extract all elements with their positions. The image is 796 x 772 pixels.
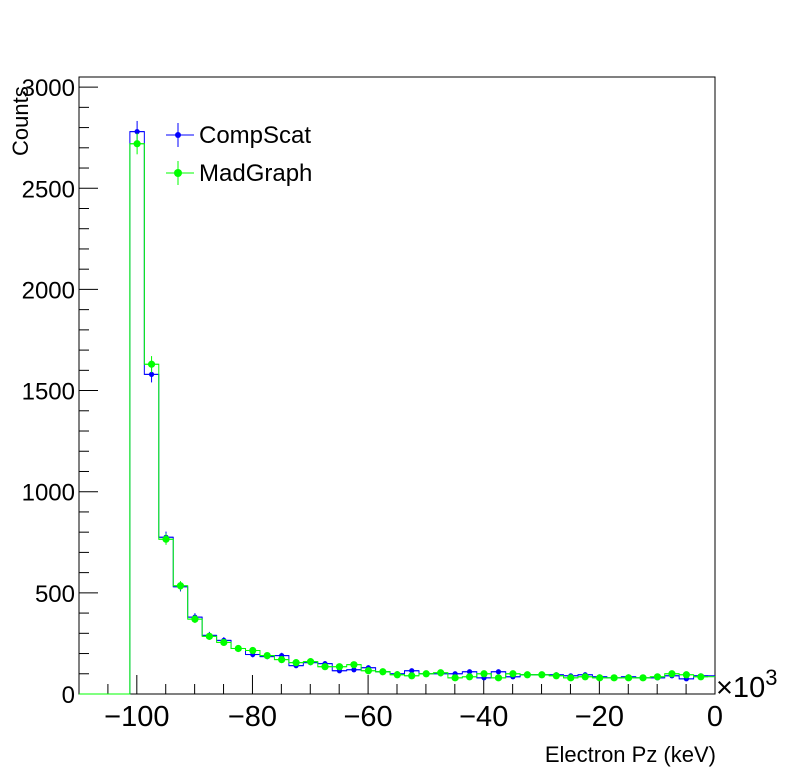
data-point	[552, 672, 560, 680]
data-point	[465, 673, 474, 681]
y-tick-label: 1500	[22, 379, 75, 406]
data-point	[682, 671, 690, 679]
y-tick-label: 3000	[22, 75, 75, 102]
data-point	[191, 615, 199, 623]
data-point	[147, 360, 156, 368]
data-point	[162, 535, 170, 543]
legend-marker-compscat	[175, 132, 181, 138]
legend-label-madgraph: MadGraph	[199, 160, 312, 187]
data-point	[350, 661, 358, 669]
data-point	[437, 669, 445, 677]
data-point	[205, 632, 213, 640]
data-point	[134, 129, 140, 135]
data-point	[697, 673, 705, 681]
data-point	[220, 638, 228, 647]
data-point	[335, 663, 344, 671]
legend-marker-madgraph	[174, 169, 182, 177]
data-point	[624, 674, 633, 682]
data-point	[148, 371, 155, 377]
x-tick-label: −80	[228, 701, 277, 733]
data-point	[351, 667, 357, 673]
data-point	[306, 658, 315, 666]
data-point	[364, 667, 372, 675]
data-point	[278, 656, 286, 664]
y-tick-label: 1000	[22, 480, 75, 507]
data-point	[379, 668, 387, 676]
data-point	[393, 671, 401, 679]
x-axis-label: Electron Pz (keV)	[545, 742, 716, 767]
data-point	[263, 651, 271, 660]
x-tick-label: 0	[707, 701, 723, 733]
histogram-step-line	[79, 131, 715, 695]
data-point	[494, 674, 503, 682]
histogram-step-line	[79, 143, 715, 695]
series-compscat	[79, 120, 715, 695]
data-point	[451, 674, 459, 682]
x-tick-label: −40	[459, 701, 508, 733]
data-point	[668, 670, 676, 678]
data-point	[408, 672, 416, 680]
data-point	[466, 669, 473, 675]
plot-frame	[78, 76, 716, 695]
data-point	[321, 663, 329, 671]
data-point	[653, 673, 662, 681]
y-tick-label: 0	[62, 682, 75, 709]
y-tick-label: 2000	[22, 277, 75, 304]
y-axis-label: Counts	[8, 86, 33, 156]
y-tick-label: 500	[35, 581, 75, 608]
data-point	[234, 644, 242, 653]
series-madgraph	[79, 133, 715, 695]
data-point	[509, 670, 517, 678]
legend: CompScat MadGraph	[166, 122, 312, 187]
y-axis: 0 500 1000 1500 2000 2500 3000	[22, 75, 98, 709]
data-point	[610, 674, 618, 682]
data-point	[409, 668, 415, 674]
x-axis: −100 −80 −60 −40 −20 0	[78, 675, 723, 733]
data-point	[422, 670, 430, 678]
data-point	[176, 582, 185, 590]
data-point	[249, 646, 257, 655]
data-point	[133, 140, 141, 148]
x-tick-label: −100	[104, 701, 169, 733]
x-tick-label: −60	[343, 701, 392, 733]
data-point	[480, 670, 488, 678]
x-axis-multiplier: ×103	[716, 665, 777, 704]
data-point	[639, 674, 647, 682]
data-point	[596, 674, 604, 682]
data-point	[523, 671, 531, 679]
data-point	[581, 673, 589, 681]
data-point	[292, 659, 300, 667]
series-layer	[79, 120, 715, 695]
data-point	[567, 674, 575, 682]
legend-label-compscat: CompScat	[199, 122, 311, 149]
y-tick-label: 2500	[22, 176, 75, 203]
x-tick-label: −20	[575, 701, 624, 733]
data-point	[495, 669, 502, 675]
data-point	[538, 671, 546, 679]
